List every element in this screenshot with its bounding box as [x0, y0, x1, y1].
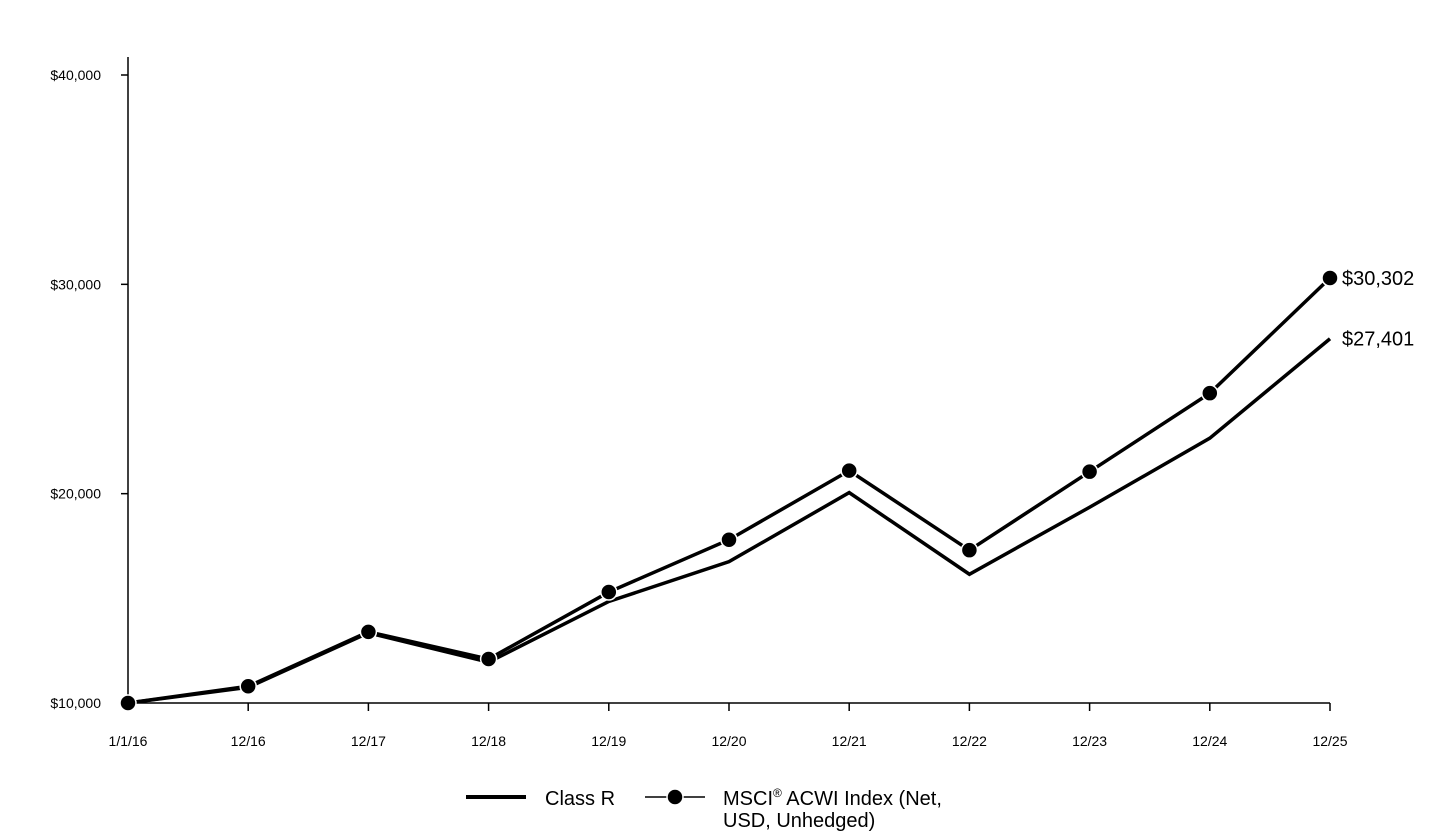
x-tick-label: 12/16 [231, 733, 266, 749]
data-point-msci-acwi [960, 541, 979, 559]
legend-msci-prefix: MSCI [723, 788, 773, 810]
x-tick-label: 12/22 [952, 733, 987, 749]
y-tick-label: $20,000 [50, 486, 101, 502]
end-value-label-msci-acwi: $30,302 [1342, 268, 1414, 290]
data-point-msci-acwi [1080, 462, 1099, 481]
series-line-msci-acwi [127, 276, 1332, 705]
legend-label-msci-line1: MSCI® ACWI Index (Net, [723, 786, 942, 810]
data-point-msci-acwi [119, 694, 137, 712]
x-tick-label: 12/21 [832, 733, 867, 749]
data-point-msci-acwi [359, 623, 378, 641]
legend-msci-rest: ACWI Index (Net, [782, 788, 942, 810]
end-labels: $27,401 $30,302 [1342, 268, 1414, 351]
x-tick-label: 12/17 [351, 733, 386, 749]
legend-msci-sup: ® [773, 786, 782, 800]
data-point-msci-acwi [239, 677, 257, 696]
legend-marker-msci [666, 788, 684, 806]
y-tick-label: $30,000 [50, 276, 101, 292]
data-point-msci-acwi [840, 461, 858, 480]
x-tick-label: 12/24 [1192, 733, 1227, 749]
y-axis-ticks: $10,000 $20,000 $30,000 $40,000 [50, 67, 128, 711]
y-tick-label: $40,000 [50, 67, 101, 83]
data-point-msci-acwi [479, 650, 498, 668]
x-axis-ticks: 1/1/16 12/16 12/17 12/18 12/19 12/20 12/21 12/2… [109, 703, 1348, 749]
end-value-label-class-r: $27,401 [1342, 329, 1414, 351]
x-tick-label: 1/1/16 [109, 733, 148, 749]
x-tick-label: 12/25 [1312, 733, 1347, 749]
data-point-msci-acwi [600, 583, 618, 601]
axes [127, 57, 1330, 704]
legend-label-msci-line2: USD, Unhedged) [723, 810, 875, 832]
legend: Class R MSCI® ACWI Index (Net, USD, Unhe… [466, 786, 942, 832]
x-tick-label: 12/23 [1072, 733, 1107, 749]
series-lines [119, 269, 1339, 712]
x-tick-label: 12/20 [711, 733, 746, 749]
data-point-msci-acwi [1321, 269, 1339, 287]
data-point-msci-acwi [1201, 384, 1219, 402]
legend-label-class-r: Class R [545, 788, 615, 810]
x-tick-label: 12/18 [471, 733, 506, 749]
x-tick-label: 12/19 [591, 733, 626, 749]
series-line-class-r [127, 337, 1332, 705]
data-point-msci-acwi [720, 530, 738, 549]
y-tick-label: $10,000 [50, 695, 101, 711]
